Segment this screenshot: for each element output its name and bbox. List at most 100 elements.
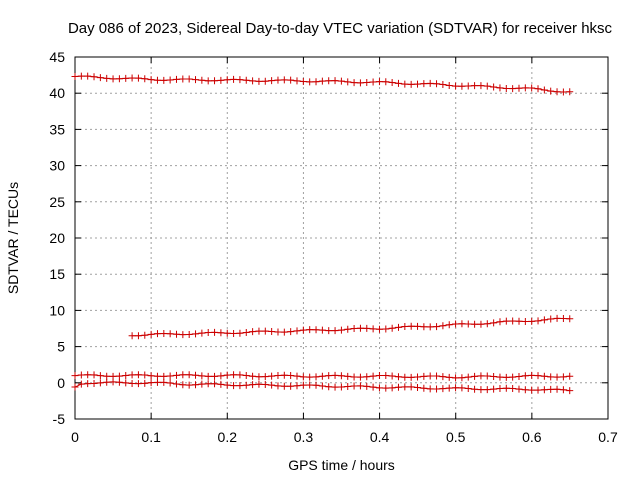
data-point-marker	[528, 386, 536, 394]
y-tick-label: 45	[49, 49, 65, 65]
data-point-marker	[566, 315, 574, 323]
data-point-marker	[147, 379, 155, 387]
data-point-marker	[204, 372, 212, 380]
data-point-marker	[261, 380, 269, 388]
data-point-marker	[166, 330, 174, 338]
data-point-marker	[363, 324, 371, 332]
data-point-marker	[90, 379, 98, 387]
data-point-marker	[223, 371, 231, 379]
data-point-marker	[261, 373, 269, 381]
grid-lines	[75, 57, 608, 419]
data-point-marker	[274, 76, 282, 84]
data-point-marker	[496, 373, 504, 381]
data-point-marker	[287, 371, 295, 379]
data-points	[71, 72, 574, 395]
data-point-marker	[268, 372, 276, 380]
data-point-marker	[375, 384, 383, 392]
data-point-marker	[521, 84, 529, 92]
data-point-marker	[445, 81, 453, 89]
data-point-marker	[96, 379, 104, 387]
data-point-marker	[318, 326, 326, 334]
data-point-marker	[439, 373, 447, 381]
data-point-marker	[109, 378, 117, 386]
data-point-marker	[464, 320, 472, 328]
data-point-marker	[528, 317, 536, 325]
data-point-marker	[147, 76, 155, 84]
data-point-marker	[471, 82, 479, 90]
data-point-marker	[160, 76, 168, 84]
data-point-marker	[414, 373, 422, 381]
data-point-marker	[534, 317, 542, 325]
data-point-marker	[502, 317, 510, 325]
data-point-marker	[388, 324, 396, 332]
data-point-marker	[356, 324, 364, 332]
data-point-marker	[458, 374, 466, 382]
data-point-marker	[280, 382, 288, 390]
data-point-marker	[230, 371, 238, 379]
data-point-marker	[160, 378, 168, 386]
y-tick-label: 30	[49, 158, 65, 174]
data-point-marker	[547, 87, 555, 95]
data-point-marker	[471, 372, 479, 380]
data-point-marker	[198, 329, 206, 337]
data-point-marker	[363, 79, 371, 87]
data-point-marker	[192, 381, 200, 389]
data-point-marker	[185, 371, 193, 379]
data-point-marker	[401, 323, 409, 331]
data-point-marker	[318, 77, 326, 85]
data-point-marker	[490, 83, 498, 91]
data-point-marker	[566, 88, 574, 96]
x-tick-label: 0.7	[598, 429, 618, 445]
data-point-marker	[439, 322, 447, 330]
y-tick-label: 20	[49, 230, 65, 246]
y-tick-label: 0	[57, 375, 65, 391]
data-point-marker	[407, 373, 415, 381]
data-point-marker	[559, 386, 567, 394]
data-point-marker	[103, 74, 111, 82]
data-point-marker	[433, 385, 441, 393]
data-point-marker	[77, 72, 85, 80]
data-point-marker	[134, 74, 142, 82]
data-point-marker	[375, 372, 383, 380]
data-point-marker	[141, 371, 149, 379]
data-point-marker	[236, 382, 244, 390]
data-point-marker	[426, 385, 434, 393]
data-point-marker	[280, 76, 288, 84]
data-point-marker	[464, 373, 472, 381]
data-point-marker	[337, 326, 345, 334]
data-point-marker	[230, 75, 238, 83]
data-point-marker	[84, 72, 92, 80]
x-tick-label: 0.2	[218, 429, 238, 445]
data-point-marker	[363, 382, 371, 390]
data-point-marker	[502, 85, 510, 93]
data-point-marker	[394, 79, 402, 87]
data-point-marker	[306, 78, 314, 86]
data-point-marker	[394, 383, 402, 391]
data-point-marker	[223, 76, 231, 84]
data-point-marker	[128, 332, 136, 340]
data-point-marker	[509, 317, 517, 325]
data-point-marker	[280, 371, 288, 379]
data-point-marker	[344, 372, 352, 380]
data-point-marker	[179, 371, 187, 379]
data-point-marker	[255, 373, 263, 381]
data-point-marker	[350, 382, 358, 390]
x-tick-label: 0.1	[141, 429, 161, 445]
data-point-marker	[198, 380, 206, 388]
y-tick-label: 15	[49, 266, 65, 282]
data-point-marker	[274, 372, 282, 380]
data-point-marker	[160, 329, 168, 337]
data-point-marker	[407, 383, 415, 391]
data-point-marker	[299, 326, 307, 334]
data-point-marker	[274, 328, 282, 336]
y-axis-label: SDTVAR / TECUs	[5, 182, 21, 294]
data-point-marker	[433, 323, 441, 331]
data-point-marker	[344, 382, 352, 390]
chart-title: Day 086 of 2023, Sidereal Day-to-day VTE…	[68, 20, 613, 37]
data-point-marker	[115, 378, 123, 386]
data-point-marker	[325, 327, 333, 335]
data-point-marker	[109, 75, 117, 83]
data-point-marker	[559, 373, 567, 381]
data-point-marker	[369, 325, 377, 333]
